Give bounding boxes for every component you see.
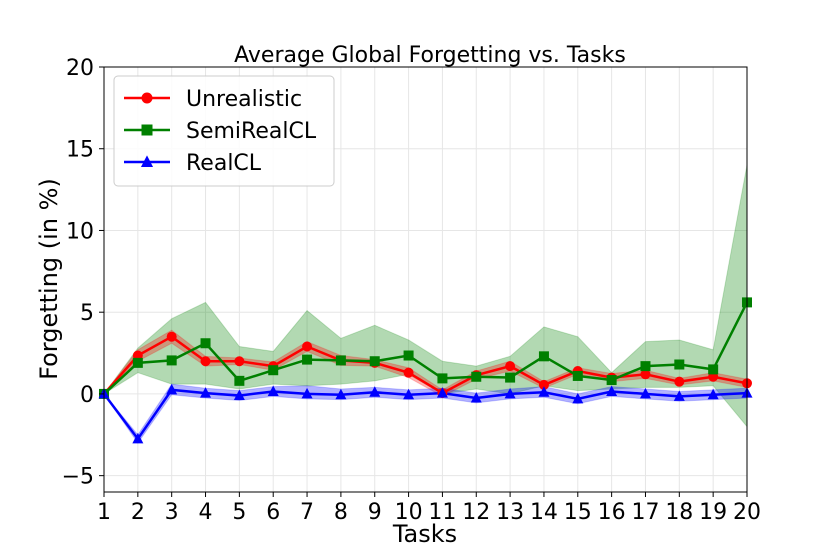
point-realcl bbox=[673, 390, 685, 401]
series-lines bbox=[103, 301, 749, 442]
point-realcl bbox=[335, 388, 347, 400]
chart-title: Average Global Forgetting vs. Tasks bbox=[234, 43, 626, 68]
x-axis-label: Tasks bbox=[392, 520, 457, 548]
legend-marker bbox=[141, 124, 153, 136]
point-realcl bbox=[301, 387, 313, 399]
confidence-bands bbox=[103, 164, 748, 444]
x-tick-label: 11 bbox=[428, 500, 456, 525]
point-realcl bbox=[166, 383, 178, 395]
point-semirealcl bbox=[403, 350, 414, 361]
line-realcl bbox=[103, 388, 748, 442]
y-axis-label: Forgetting (in %) bbox=[35, 178, 63, 380]
x-tick-label: 2 bbox=[131, 500, 145, 525]
y-tick-label: −5 bbox=[62, 465, 94, 490]
legend-label: RealCL bbox=[186, 151, 262, 176]
point-realcl bbox=[369, 386, 381, 397]
point-unrealistic bbox=[302, 341, 313, 352]
y-axis-ticks: −5 0 5 10 15 20 bbox=[62, 56, 104, 490]
legend-marker bbox=[141, 92, 153, 104]
point-semirealcl bbox=[437, 373, 448, 384]
point-unrealistic bbox=[674, 376, 685, 387]
point-semirealcl bbox=[708, 364, 719, 375]
point-realcl bbox=[538, 386, 550, 397]
point-realcl bbox=[504, 387, 516, 399]
point-unrealistic bbox=[166, 331, 177, 342]
x-tick-label: 20 bbox=[733, 500, 761, 525]
point-unrealistic bbox=[538, 379, 549, 390]
x-tick-label: 17 bbox=[631, 500, 659, 525]
x-tick-label: 16 bbox=[598, 500, 626, 525]
y-tick-label: 5 bbox=[80, 301, 94, 326]
point-semirealcl bbox=[335, 355, 346, 366]
point-realcl bbox=[606, 385, 618, 396]
point-semirealcl bbox=[132, 357, 143, 368]
point-realcl bbox=[403, 388, 415, 400]
plot-frame bbox=[103, 66, 748, 493]
x-tick-label: 7 bbox=[300, 500, 314, 525]
point-semirealcl bbox=[302, 354, 313, 365]
x-tick-label: 19 bbox=[699, 500, 727, 525]
point-realcl bbox=[200, 387, 212, 398]
point-semirealcl bbox=[505, 372, 516, 383]
legend-box bbox=[113, 75, 335, 187]
x-tick-label: 13 bbox=[496, 500, 524, 525]
x-tick-label: 10 bbox=[395, 500, 423, 525]
point-semirealcl bbox=[674, 359, 685, 370]
point-semirealcl bbox=[572, 370, 583, 381]
point-realcl bbox=[572, 392, 584, 404]
x-tick-label: 8 bbox=[334, 500, 348, 525]
x-tick-label: 15 bbox=[564, 500, 592, 525]
legend-label: SemiRealCL bbox=[186, 119, 317, 144]
x-tick-label: 14 bbox=[530, 500, 558, 525]
point-realcl bbox=[267, 385, 279, 396]
y-tick-label: 15 bbox=[66, 138, 94, 163]
line-semirealcl bbox=[103, 301, 749, 395]
point-unrealistic bbox=[640, 369, 651, 380]
series-markers bbox=[98, 297, 753, 444]
point-semirealcl bbox=[200, 338, 211, 349]
point-unrealistic bbox=[505, 361, 516, 372]
x-tick-label: 5 bbox=[232, 500, 246, 525]
point-realcl bbox=[436, 387, 448, 398]
point-realcl bbox=[639, 387, 651, 399]
point-realcl bbox=[707, 388, 719, 400]
line-unrealistic bbox=[103, 335, 748, 395]
y-tick-label: 0 bbox=[80, 383, 94, 408]
x-tick-label: 9 bbox=[368, 500, 382, 525]
point-semirealcl bbox=[369, 356, 380, 367]
x-axis-ticks: 1 2 3 4 5 6 7 8 9 10 11 12 13 14 15 16 17 18 19 20 bbox=[97, 492, 761, 525]
y-tick-label: 20 bbox=[66, 56, 94, 81]
point-semirealcl bbox=[234, 375, 245, 386]
x-tick-label: 6 bbox=[266, 500, 280, 525]
point-realcl bbox=[233, 389, 245, 401]
point-semirealcl bbox=[166, 355, 177, 366]
x-tick-label: 18 bbox=[665, 500, 693, 525]
point-unrealistic bbox=[403, 367, 414, 378]
x-tick-label: 3 bbox=[165, 500, 179, 525]
x-tick-label: 12 bbox=[462, 500, 490, 525]
point-unrealistic bbox=[200, 356, 211, 367]
legend-marker bbox=[140, 155, 154, 167]
legend: Unrealistic SemiRealCL RealCL bbox=[113, 75, 335, 187]
x-tick-label: 1 bbox=[97, 500, 111, 525]
point-semirealcl bbox=[471, 371, 482, 382]
point-semirealcl bbox=[606, 375, 617, 386]
point-unrealistic bbox=[234, 356, 245, 367]
point-semirealcl bbox=[268, 365, 279, 376]
point-semirealcl bbox=[640, 361, 651, 372]
point-realcl bbox=[132, 432, 144, 444]
legend-label: Unrealistic bbox=[186, 87, 302, 112]
point-semirealcl bbox=[538, 351, 549, 362]
y-tick-label: 10 bbox=[66, 219, 94, 244]
x-tick-label: 4 bbox=[199, 500, 213, 525]
point-realcl bbox=[470, 392, 482, 403]
